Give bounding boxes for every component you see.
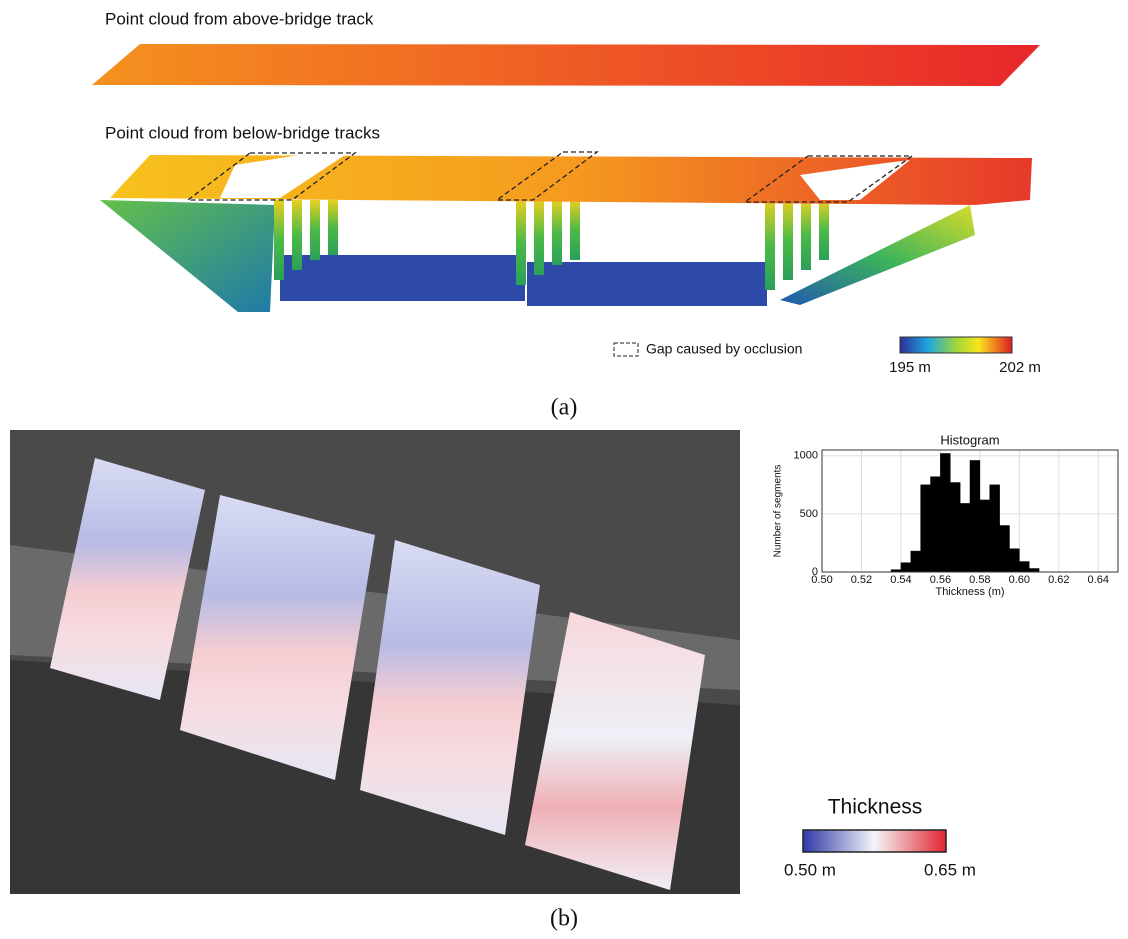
colorbar: [803, 830, 946, 852]
bar: [1029, 569, 1039, 572]
y-axis-label: Number of segments: [773, 465, 784, 558]
y-tick-label: 0: [812, 566, 818, 578]
x-tick-label: 0.58: [969, 574, 990, 586]
panel-title: Point cloud from below-bridge tracks: [105, 123, 380, 142]
colorbar-title: Thickness: [828, 796, 923, 819]
bar: [1009, 549, 1019, 572]
x-tick-label: 0.62: [1048, 574, 1069, 586]
bar: [911, 551, 921, 572]
bar: [950, 483, 960, 572]
y-tick-label: 1000: [794, 450, 818, 462]
bar: [901, 563, 911, 572]
caption: (a): [551, 395, 578, 421]
bar: [921, 485, 931, 572]
panel-title: Point cloud from above-bridge track: [105, 9, 374, 28]
bar: [931, 477, 941, 572]
bar: [940, 453, 950, 572]
figure: Point cloud from above-bridge track Poin…: [0, 0, 1128, 939]
chart-title: Histogram: [940, 432, 999, 447]
ground: [527, 262, 767, 306]
x-axis-label: Thickness (m): [935, 586, 1004, 598]
bar: [990, 485, 1000, 572]
x-tick-label: 0.52: [851, 574, 872, 586]
caption: (b): [550, 906, 578, 932]
y-tick-label: 500: [800, 508, 818, 520]
colorbar-label: 195 m: [889, 359, 931, 376]
bar: [970, 460, 980, 572]
histogram: Histogram Thickness (m) Number of segmen…: [773, 432, 1118, 597]
bar: [980, 500, 990, 572]
colorbar-label: 0.65 m: [924, 860, 976, 879]
bar: [960, 503, 970, 572]
colorbar-label: 0.50 m: [784, 860, 836, 879]
legend-label: Gap caused by occlusion: [646, 341, 802, 357]
legend-swatch: [614, 343, 638, 356]
bar: [1000, 526, 1010, 572]
abutment: [100, 200, 275, 312]
colorbar: [900, 337, 1012, 353]
x-tick-label: 0.54: [890, 574, 911, 586]
x-tick-label: 0.60: [1009, 574, 1030, 586]
bar: [1019, 562, 1029, 572]
colorbar-label: 202 m: [999, 359, 1041, 376]
ground: [280, 255, 525, 301]
x-tick-label: 0.56: [930, 574, 951, 586]
x-tick-label: 0.64: [1088, 574, 1109, 586]
point-cloud-top: [92, 44, 1040, 86]
